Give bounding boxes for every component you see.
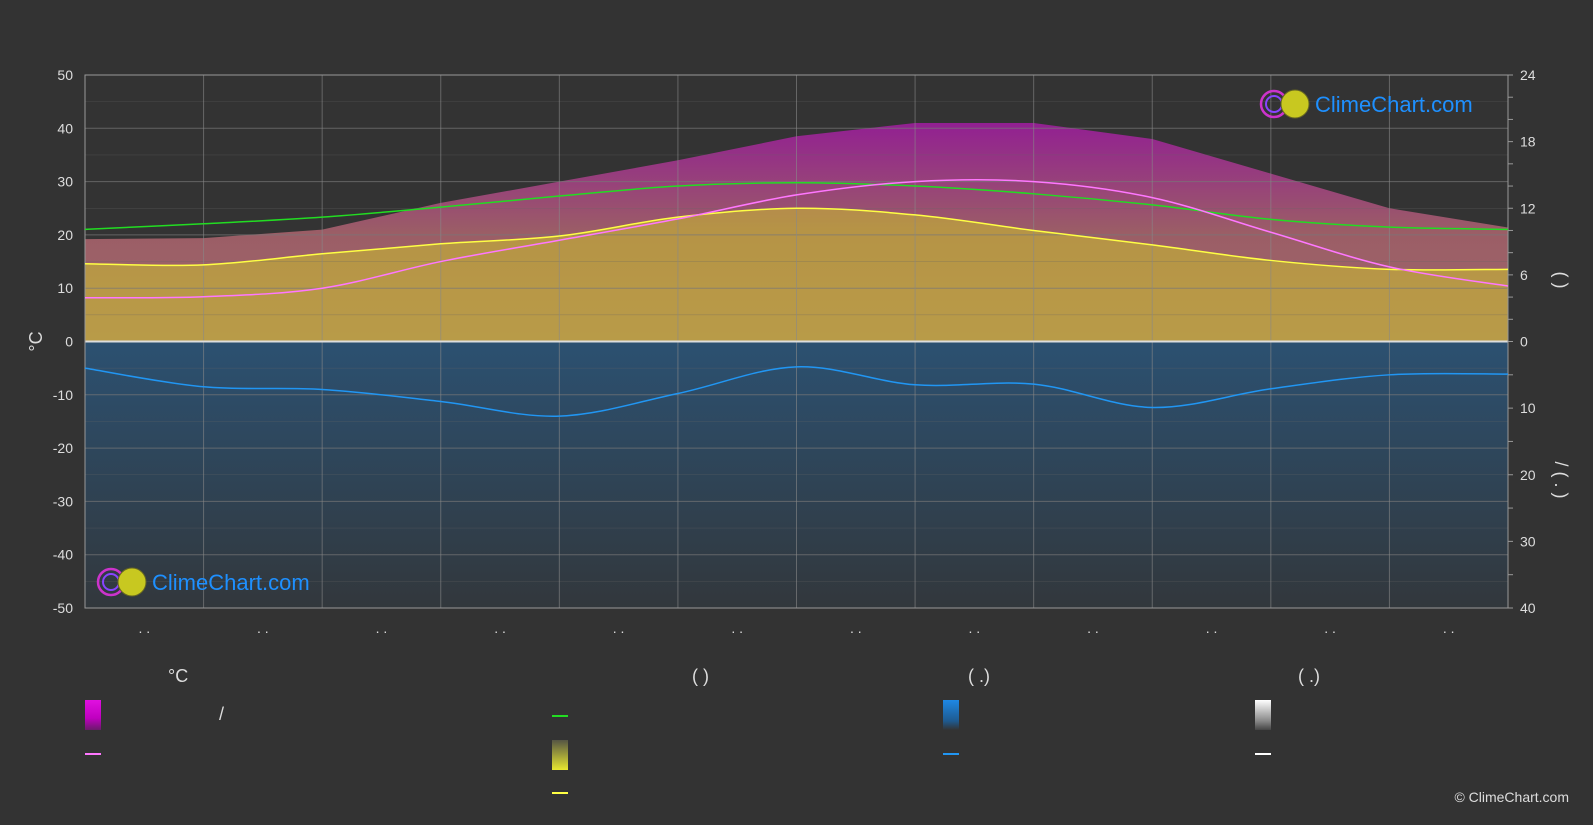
brand-logo-text: ClimeChart.com	[1315, 92, 1473, 117]
right-tick-label: 12	[1520, 200, 1536, 216]
x-tick-label: . .	[969, 620, 981, 636]
right-tick-label: 40	[1520, 600, 1536, 616]
legend-daylight-line	[552, 715, 568, 717]
right-axis-top-label: ( )	[1551, 272, 1571, 289]
legend-rain-line	[943, 753, 959, 755]
x-tick-label: . .	[138, 620, 150, 636]
left-tick-label: -40	[53, 547, 73, 563]
x-tick-label: . .	[494, 620, 506, 636]
right-tick-label: 0	[1520, 334, 1528, 350]
left-tick-label: 30	[57, 174, 73, 190]
right-tick-label: 18	[1520, 134, 1536, 150]
right-axis-bottom-label: / ( . )	[1551, 462, 1571, 499]
brand-logo-top	[1259, 89, 1310, 119]
legend-mean-temp-line	[85, 753, 101, 755]
copyright-notice: © ClimeChart.com	[1454, 789, 1569, 805]
daylight-line	[84, 181, 1509, 231]
legend-snow-header: ( .)	[1298, 666, 1320, 686]
precipitation-line	[84, 366, 1509, 417]
right-tick-label: 30	[1520, 533, 1536, 549]
left-tick-label: 50	[57, 67, 73, 83]
legend-daylight-header: ( )	[692, 666, 709, 686]
right-tick-label: 24	[1520, 67, 1536, 83]
x-tick-label: . .	[613, 620, 625, 636]
x-tick-label: . .	[1087, 620, 1099, 636]
brand-logo-bottom	[96, 567, 147, 597]
brand-logo-text: ClimeChart.com	[152, 570, 310, 595]
x-tick-label: . .	[731, 620, 743, 636]
left-axis-label: °C	[26, 331, 46, 351]
left-tick-label: 40	[57, 120, 73, 136]
x-tick-label: . .	[850, 620, 862, 636]
legend-sunshine-line	[552, 792, 568, 794]
right-tick-label: 10	[1520, 400, 1536, 416]
sunshine-line	[84, 207, 1509, 271]
x-tick-label: . .	[1324, 620, 1336, 636]
right-tick-label: 6	[1520, 267, 1528, 283]
left-tick-label: 20	[57, 227, 73, 243]
legend-rain-header: ( .)	[968, 666, 990, 686]
left-tick-label: 10	[57, 280, 73, 296]
left-tick-label: -50	[53, 600, 73, 616]
legend-snow-line	[1255, 753, 1271, 755]
legend-sunshine-swatch	[552, 740, 568, 770]
x-tick-label: . .	[1206, 620, 1218, 636]
legend-rain-swatch	[943, 700, 959, 730]
legend-snow-swatch	[1255, 700, 1271, 730]
x-tick-label: . .	[1443, 620, 1455, 636]
left-tick-label: 0	[65, 334, 73, 350]
left-tick-label: -10	[53, 387, 73, 403]
right-tick-label: 20	[1520, 467, 1536, 483]
left-tick-label: -30	[53, 493, 73, 509]
legend-temperature-header: °C	[168, 666, 189, 686]
x-tick-label: . .	[376, 620, 388, 636]
x-tick-label: . .	[257, 620, 269, 636]
left-tick-label: -20	[53, 440, 73, 456]
mean-temperature-line	[84, 179, 1509, 299]
legend-temp-range-label: /	[219, 704, 225, 724]
legend-temp-range-swatch	[85, 700, 101, 730]
